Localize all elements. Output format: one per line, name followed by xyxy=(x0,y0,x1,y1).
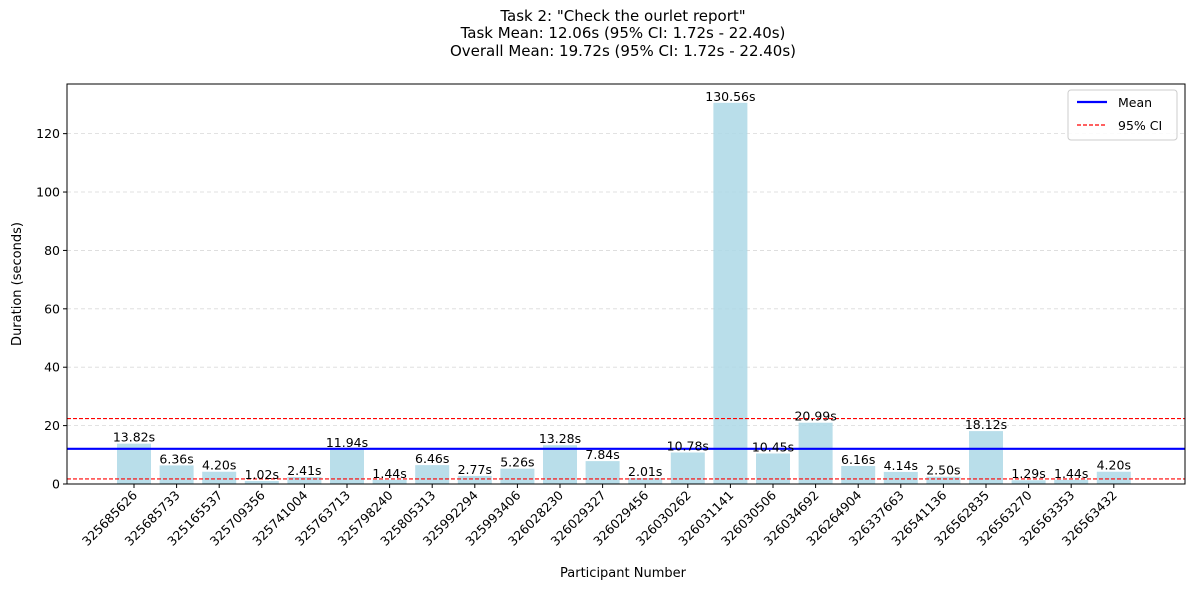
legend-mean-label: Mean xyxy=(1118,95,1152,110)
bar xyxy=(244,481,279,484)
bar-value-label: 1.02s xyxy=(245,467,279,482)
bar xyxy=(415,465,450,484)
y-gridlines xyxy=(67,133,1185,427)
bar xyxy=(457,475,492,484)
bar-value-label: 2.50s xyxy=(926,463,960,478)
bar xyxy=(628,478,663,484)
y-tick-label: 60 xyxy=(44,301,60,316)
title-line-2: Task Mean: 12.06s (95% CI: 1.72s - 22.40… xyxy=(460,24,786,42)
bar xyxy=(883,471,918,484)
bar-value-label: 13.28s xyxy=(539,431,581,446)
x-axis: 3256856263256857333251655373257093563257… xyxy=(79,484,1120,549)
bar-value-label: 6.46s xyxy=(415,451,449,466)
y-tick-label: 0 xyxy=(52,477,60,492)
bar-value-label: 2.01s xyxy=(628,464,662,479)
bar-value-label: 1.29s xyxy=(1011,466,1045,481)
bar xyxy=(1011,480,1046,484)
legend: Mean 95% CI xyxy=(1067,89,1178,141)
bar-value-label: 10.78s xyxy=(667,439,709,454)
bar-value-label: 10.45s xyxy=(752,439,794,454)
bar-value-label: 2.41s xyxy=(287,463,321,478)
bar-value-label: 4.20s xyxy=(1097,458,1131,473)
bar xyxy=(287,476,322,484)
bar-value-label: 5.26s xyxy=(500,455,534,470)
legend-ci-label: 95% CI xyxy=(1118,118,1162,133)
bar-value-label: 1.44s xyxy=(1054,466,1088,481)
y-axis-title: Duration (seconds) xyxy=(10,222,25,346)
y-tick-label: 120 xyxy=(36,126,60,141)
bar-value-label: 13.82s xyxy=(113,430,155,445)
bar-value-label: 6.16s xyxy=(841,452,875,467)
bar xyxy=(500,468,535,484)
title-line-3: Overall Mean: 19.72s (95% CI: 1.72s - 22… xyxy=(450,42,796,60)
y-axis: 0 20 40 60 80 100 120 xyxy=(36,126,67,492)
bar-value-label: 11.94s xyxy=(326,435,368,450)
bar-value-label: 2.77s xyxy=(458,462,492,477)
bar xyxy=(585,461,620,484)
bar-value-labels: 13.82s 6.36s 4.20s 1.02s 2.41s 11.94s 1.44s 6.4… xyxy=(113,89,1131,482)
bar-value-label: 4.20s xyxy=(202,458,236,473)
y-tick-label: 100 xyxy=(36,185,60,200)
bar xyxy=(713,102,748,484)
chart-title: Task 2: "Check the ourlet report" Task M… xyxy=(450,7,796,60)
bar xyxy=(330,449,364,484)
y-tick-label: 40 xyxy=(44,360,60,375)
bar xyxy=(841,466,876,484)
plot-frame xyxy=(66,83,1186,485)
bar xyxy=(969,431,1003,484)
bar xyxy=(543,445,577,484)
bar-value-label: 6.36s xyxy=(159,451,193,466)
bar xyxy=(1096,471,1131,484)
bar xyxy=(1054,479,1089,484)
bar-value-label: 130.56s xyxy=(705,89,755,104)
bar xyxy=(117,443,151,484)
bar xyxy=(202,471,237,484)
bar xyxy=(372,479,407,484)
y-tick-label: 20 xyxy=(44,418,60,433)
bar xyxy=(159,465,194,484)
bar xyxy=(798,422,833,484)
bar-value-label: 1.44s xyxy=(372,466,406,481)
bar-value-label: 7.84s xyxy=(585,447,619,462)
bar-value-label: 20.99s xyxy=(794,409,836,424)
x-axis-title: Participant Number xyxy=(560,566,687,581)
reference-lines xyxy=(67,418,1185,480)
y-tick-label: 80 xyxy=(44,243,60,258)
bar-value-label: 18.12s xyxy=(965,417,1007,432)
bar-value-label: 4.14s xyxy=(884,458,918,473)
bar xyxy=(926,476,961,484)
title-line-1: Task 2: "Check the ourlet report" xyxy=(499,7,745,25)
